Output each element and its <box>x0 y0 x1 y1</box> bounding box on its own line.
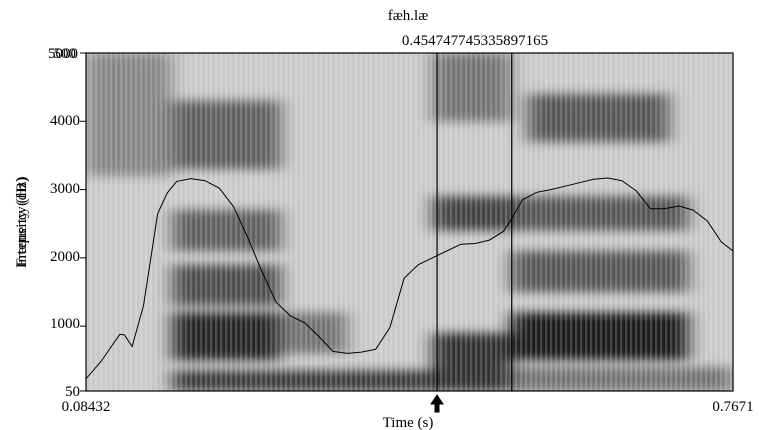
spectrogram-striations <box>86 53 733 391</box>
y-tick-label-3000: 3000 <box>50 181 80 197</box>
y-tick-label-1000: 1000 <box>50 316 80 332</box>
cursor-lines <box>436 53 513 391</box>
y-tick-label-4000: 4000 <box>50 113 80 129</box>
cursor-time-label: 0.454747745335897165 <box>402 33 548 49</box>
y-tick-label-5000: 5000 <box>48 46 78 62</box>
plot-frame <box>85 52 734 392</box>
x-tick-label-end: 0.7671 <box>712 399 753 415</box>
y-axis-ticks <box>80 52 86 392</box>
y-tick-label-50: 50 <box>65 384 80 400</box>
y-axis-label-frequency: Frequency (Hz) <box>14 177 30 266</box>
chart-title: fæh.læ <box>388 8 428 24</box>
y-tick-label-500-overlap: 500 <box>54 46 77 62</box>
intensity-contour-line <box>86 177 733 380</box>
cursor-arrow-marker <box>430 394 444 413</box>
x-tick-label-start: 0.08432 <box>62 399 111 415</box>
x-axis-label: Time (s) <box>383 415 434 430</box>
y-tick-label-2000: 2000 <box>50 249 80 265</box>
y-axis-label-intensity: Intensity (dB) <box>14 176 30 268</box>
